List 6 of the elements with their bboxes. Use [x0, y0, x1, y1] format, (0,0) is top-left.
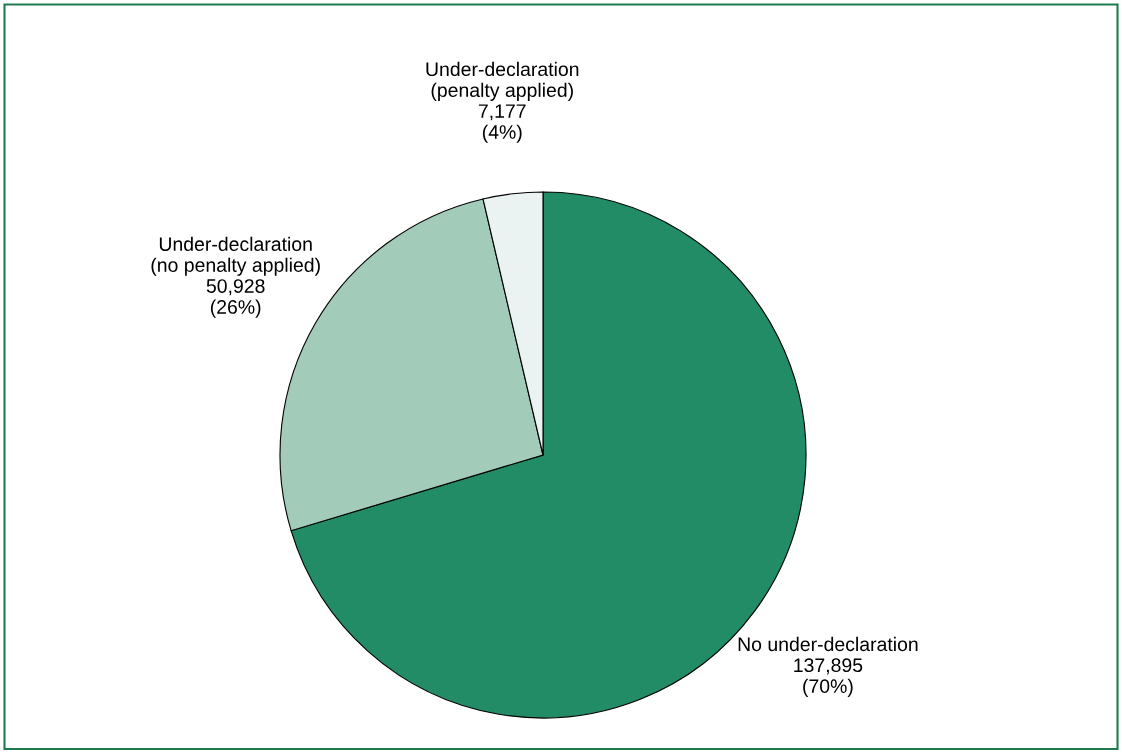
slice-label: Under-declaration (no penalty applied) [151, 236, 320, 276]
data-label: 50,928 (26%) [206, 279, 265, 318]
data-label: 137,895 (70%) [794, 658, 863, 697]
slice-label: Under-declaration (penalty applied) [426, 61, 579, 101]
slice-label: No under-declaration [738, 636, 918, 652]
data-label: 7,177 (4%) [478, 104, 526, 143]
